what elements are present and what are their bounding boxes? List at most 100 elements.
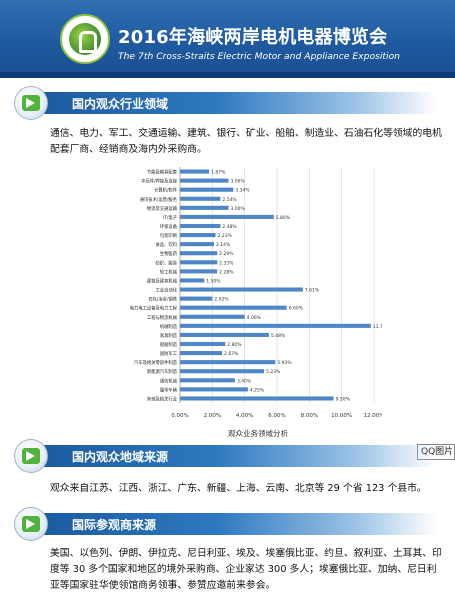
bar — [180, 242, 214, 247]
value-label: 2.23% — [218, 233, 233, 239]
x-tick-label: 10.00% — [331, 413, 352, 419]
chart-xlabel: 观众业务领域分析 — [228, 429, 288, 438]
value-label: 2.80% — [227, 342, 242, 348]
category-label: 机械制造 — [160, 323, 178, 330]
section-title: 国内观众行业领域 — [72, 97, 169, 111]
section-international: 国际参观商来源 — [14, 507, 444, 541]
bar — [180, 351, 223, 356]
arrow-right-icon — [14, 507, 48, 541]
category-label: 履带车辆 — [160, 386, 178, 393]
value-label: 2.02% — [214, 297, 229, 303]
category-label: 冲压件/焊接及连接 — [141, 178, 178, 185]
category-label: 生物医药 — [160, 250, 178, 257]
value-label: 2.28% — [219, 269, 234, 275]
region-description: 观众来自江苏、江西、浙江、广东、新疆、上海、云南、北京等 29 个省 123 个… — [50, 483, 427, 494]
bar — [180, 187, 234, 192]
category-label: 汽车及相关零部件制造 — [134, 359, 178, 366]
category-label: 家具制造 — [160, 332, 178, 339]
category-label: 通信机械 — [160, 377, 178, 384]
category-label: 建筑及建筑机械 — [147, 277, 178, 284]
bar — [180, 323, 371, 328]
bar — [180, 251, 218, 256]
x-tick-label: 4.00% — [236, 413, 253, 419]
category-label: 环保设备 — [160, 223, 178, 230]
value-label: 3.40% — [237, 378, 252, 384]
category-label: 工业自动化 — [156, 287, 178, 294]
x-tick-label: 6.00% — [268, 413, 285, 419]
value-label: 5.80% — [276, 215, 291, 221]
section-domestic-industry: 国内观众行业领域 — [14, 86, 444, 120]
bar — [180, 169, 210, 174]
category-label: 工程与物流机械 — [147, 314, 178, 321]
bar — [180, 332, 269, 337]
arrow-right-icon — [14, 86, 48, 120]
value-label: 3.06% — [231, 179, 246, 185]
bar — [180, 196, 221, 201]
value-label: 2.67% — [224, 351, 239, 357]
arrow-right-icon — [14, 439, 48, 473]
value-label: 2.54% — [222, 197, 237, 203]
category-label: 国防军工 — [160, 350, 178, 357]
industry-bar-chart: 0.00% 2.00% 4.00% 6.00% 8.00% 10.00% 12.00% 节能及… — [112, 163, 391, 441]
expo-subtitle: The 7th Cross-Straits Electric Motor and… — [118, 51, 401, 62]
category-label: 通讯技术/运营/服务 — [140, 196, 178, 203]
value-label: 2.48% — [222, 224, 237, 230]
bar — [180, 341, 226, 347]
bar — [180, 360, 276, 365]
bar — [180, 178, 229, 183]
bar — [180, 305, 287, 310]
category-label: 其他及相关行业 — [147, 395, 178, 402]
category-label: 食品、饮料 — [156, 241, 178, 248]
category-label: 电力电工设备及电力工程 — [130, 305, 178, 312]
category-label: 新能源汽车制造 — [147, 368, 178, 375]
value-label: 4.25% — [250, 387, 265, 393]
value-label: 1.87% — [211, 170, 226, 176]
bar — [180, 278, 205, 283]
x-tick-label: 2.00% — [204, 413, 221, 419]
value-label: 2.33% — [219, 260, 234, 266]
bar — [180, 205, 229, 210]
value-label: 9.50% — [336, 396, 351, 402]
section-title: 国际参观商来源 — [72, 518, 157, 532]
bar — [180, 314, 245, 319]
bar — [180, 269, 218, 274]
value-label: 5.23% — [266, 369, 281, 375]
bar — [180, 296, 213, 301]
x-tick-label: 12.00% — [364, 413, 382, 419]
value-label: 2.29% — [219, 251, 234, 257]
value-label: 3.00% — [231, 206, 246, 212]
category-label: IT/电子 — [163, 214, 178, 221]
industry-description: 通信、电力、军工、交通运输、建筑、银行、矿业、船舶、制造业、石油石化等领域的电机… — [50, 128, 442, 155]
value-label: 11.77% — [373, 324, 382, 330]
value-label: 5.48% — [271, 333, 286, 339]
bar — [180, 287, 303, 292]
category-label: 轻工机械 — [160, 268, 178, 275]
value-label: 3.34% — [235, 188, 250, 194]
expo-logo — [60, 14, 110, 64]
category-label: 船舶制造 — [160, 341, 178, 348]
category-label: 包装印刷 — [160, 232, 177, 239]
category-label: 节能及模具配套 — [147, 169, 178, 176]
bar — [180, 369, 265, 374]
value-label: 2.14% — [216, 242, 231, 248]
bar — [180, 387, 248, 392]
bar — [180, 260, 218, 265]
section-domestic-region: 国内观众地域来源 — [14, 439, 444, 473]
bar — [180, 378, 235, 383]
value-label: 6.60% — [289, 306, 304, 312]
header-banner: 2016年海峡两岸电机电器博览会 The 7th Cross-Straits E… — [0, 0, 455, 78]
bar — [180, 233, 216, 238]
x-tick-label: 8.00% — [301, 413, 318, 419]
bar — [180, 223, 221, 229]
x-tick-label: 0.00% — [171, 413, 188, 419]
value-label: 4.06% — [247, 315, 262, 321]
category-label: 物流及交通运输 — [147, 205, 178, 212]
bar — [180, 396, 334, 401]
value-label: 5.93% — [277, 360, 292, 366]
bar — [180, 214, 274, 219]
category-label: 计算机/软件 — [154, 187, 178, 194]
section-title: 国内观众地域来源 — [72, 450, 169, 464]
category-label: 纺织、服装 — [156, 259, 178, 266]
expo-title: 2016年海峡两岸电机电器博览会 — [118, 27, 388, 48]
international-description: 美国、以色列、伊朗、伊拉克、尼日利亚、埃及、埃塞俄比亚、约旦、叙利亚、土耳其、印… — [50, 548, 442, 591]
